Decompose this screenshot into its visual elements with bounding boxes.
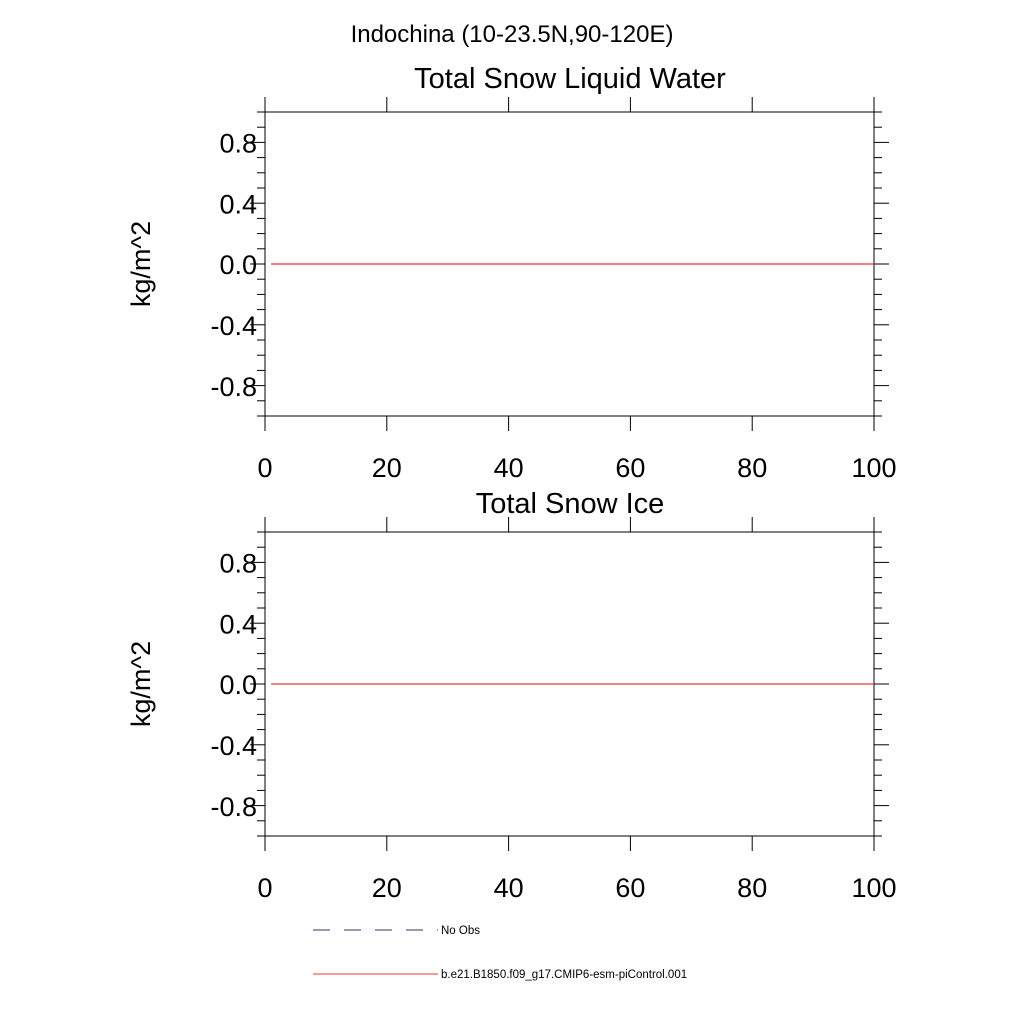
- legend: No Obs b.e21.B1850.f09_g17.CMIP6-esm-piC…: [313, 925, 687, 981]
- xtick-label: 60: [615, 873, 645, 903]
- ytick-label: 0.0: [219, 250, 257, 280]
- xtick-label: 0: [257, 873, 272, 903]
- xtick-label: 100: [851, 873, 896, 903]
- xtick-label: 100: [851, 453, 896, 483]
- panel-1-ytick-labels: 0.8 0.4 0.0 -0.4 -0.8: [210, 129, 257, 402]
- panel-2-xtick-labels: 0 20 40 60 80 100: [257, 873, 896, 903]
- panel-1-ylabel: kg/m^2: [126, 221, 156, 307]
- panel-1-ticks: [250, 97, 889, 431]
- legend-label-model: b.e21.B1850.f09_g17.CMIP6-esm-piControl.…: [441, 969, 687, 981]
- xtick-label: 20: [372, 873, 402, 903]
- ytick-label: 0.8: [219, 129, 257, 159]
- xtick-label: 80: [737, 873, 767, 903]
- xtick-label: 40: [494, 873, 524, 903]
- ytick-label: -0.8: [210, 792, 257, 822]
- panel-2-ticks: [250, 517, 889, 851]
- ytick-label: 0.4: [219, 189, 257, 219]
- ytick-label: 0.8: [219, 549, 257, 579]
- ytick-label: -0.4: [210, 731, 257, 761]
- panel-1: Total Snow Liquid Water 0 20 40 60 80 10…: [126, 63, 897, 483]
- panel-1-xtick-labels: 0 20 40 60 80 100: [257, 453, 896, 483]
- ytick-label: 0.4: [219, 609, 257, 639]
- figure-suptitle: Indochina (10-23.5N,90-120E): [351, 21, 674, 48]
- xtick-label: 60: [615, 453, 645, 483]
- ytick-label: -0.4: [210, 311, 257, 341]
- xtick-label: 20: [372, 453, 402, 483]
- panel-2-ytick-labels: 0.8 0.4 0.0 -0.4 -0.8: [210, 549, 257, 822]
- legend-label-no-obs: No Obs: [441, 925, 480, 937]
- xtick-label: 0: [257, 453, 272, 483]
- panel-2-ylabel: kg/m^2: [126, 641, 156, 727]
- panel-1-title: Total Snow Liquid Water: [414, 63, 726, 95]
- xtick-label: 80: [737, 453, 767, 483]
- ytick-label: -0.8: [210, 372, 257, 402]
- panel-2: Total Snow Ice 0 20 40 60 80 100 0.8 0.4…: [126, 488, 897, 903]
- xtick-label: 40: [494, 453, 524, 483]
- ytick-label: 0.0: [219, 670, 257, 700]
- panel-2-title: Total Snow Ice: [476, 488, 665, 520]
